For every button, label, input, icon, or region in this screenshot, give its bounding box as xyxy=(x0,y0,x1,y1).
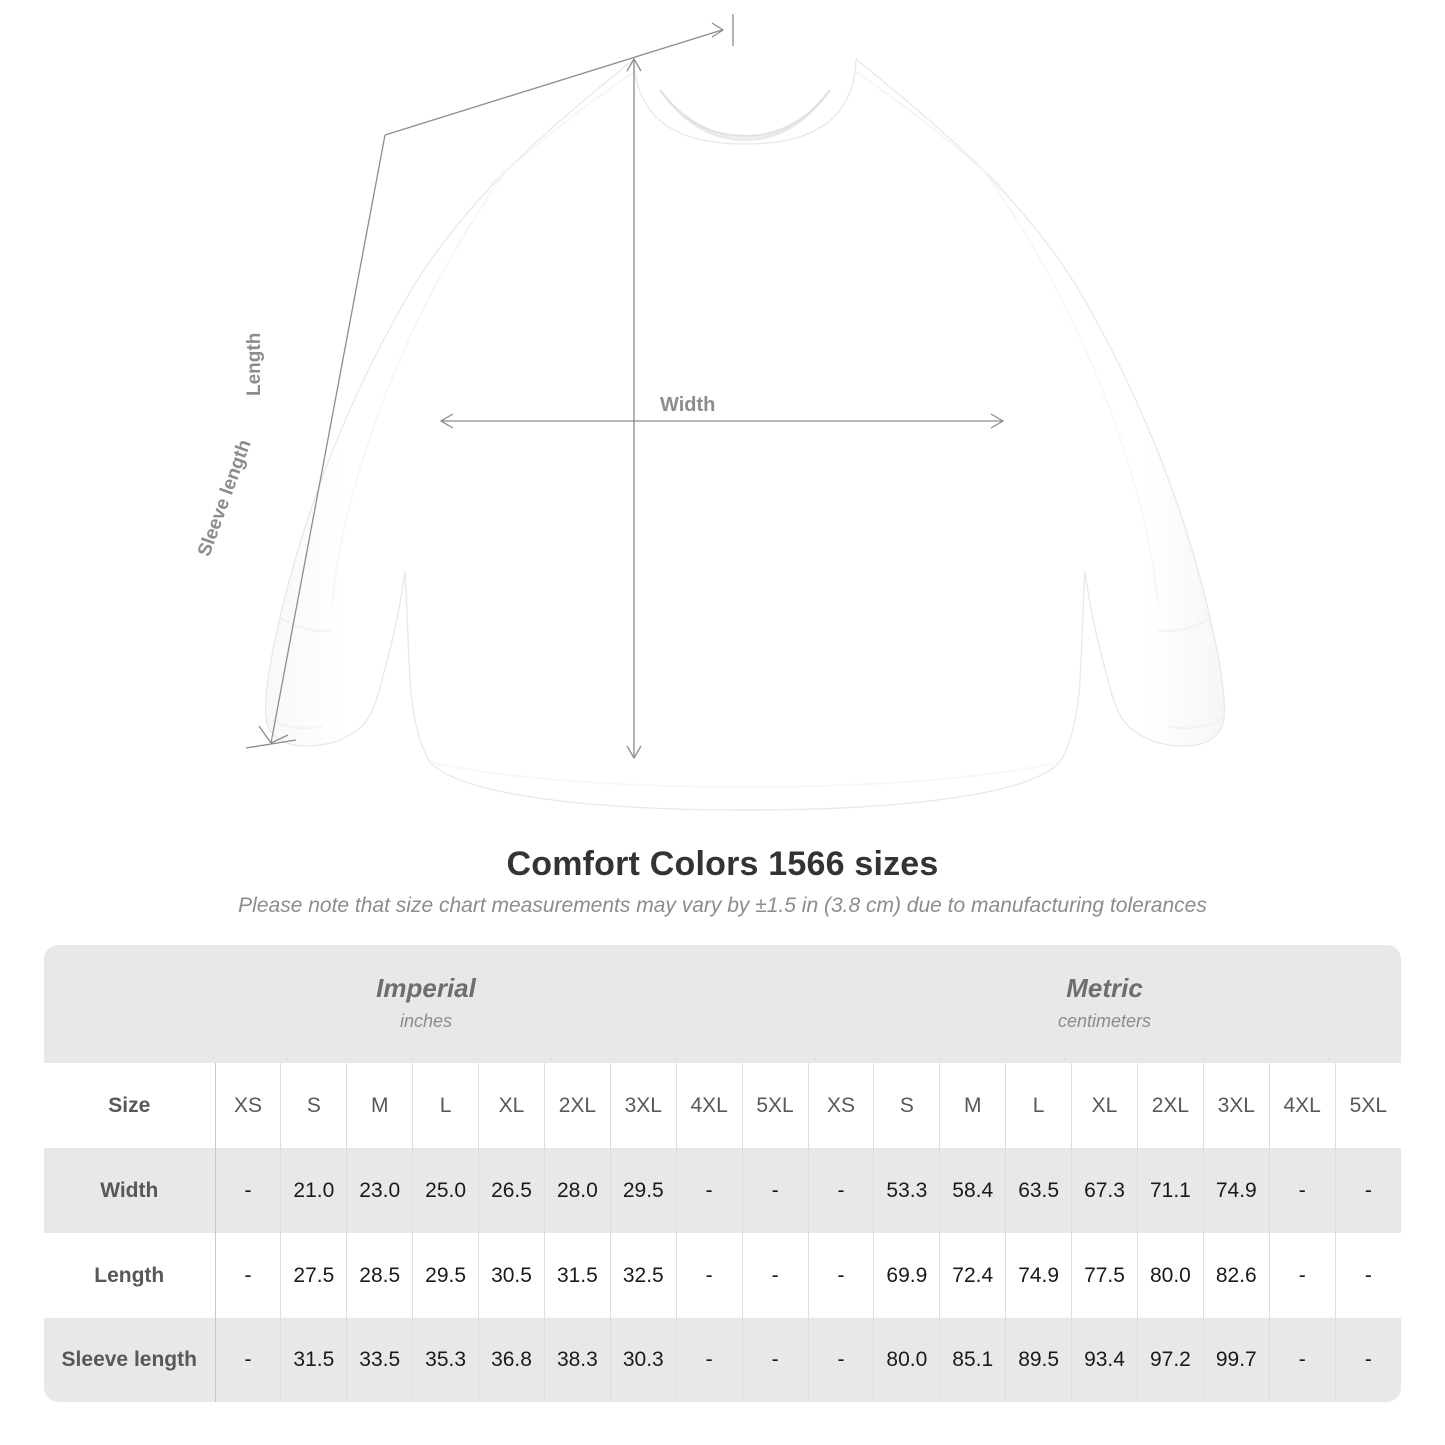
svg-text:Sleeve length: Sleeve length xyxy=(194,437,256,559)
svg-text:Width: Width xyxy=(660,394,715,416)
svg-text:Length: Length xyxy=(244,333,265,396)
